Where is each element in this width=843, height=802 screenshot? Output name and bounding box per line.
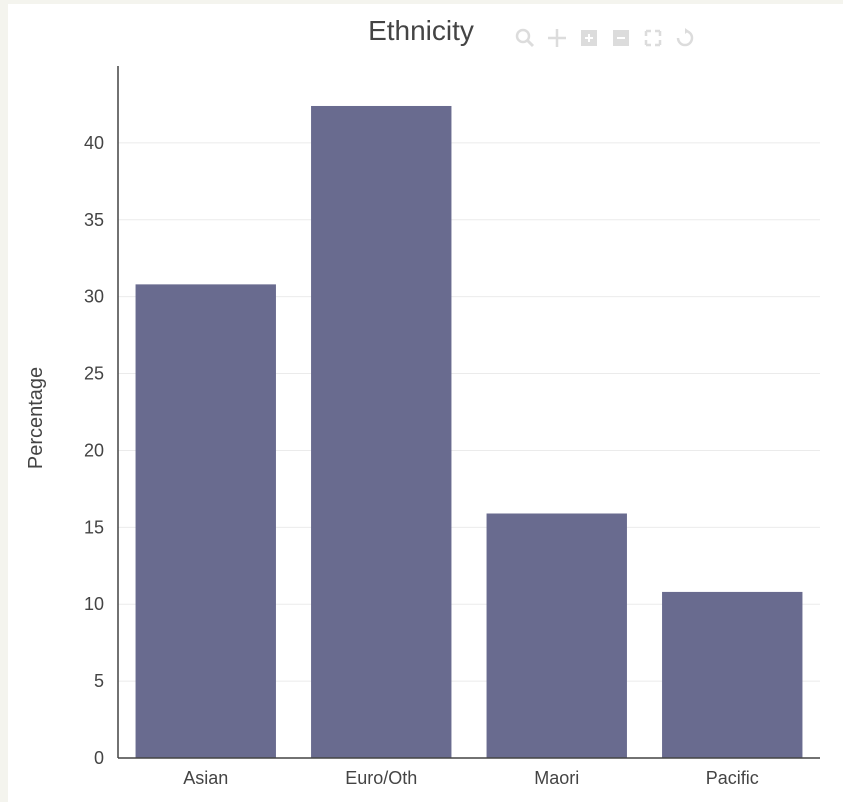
zoom-icon[interactable]	[513, 26, 537, 50]
bar-asian[interactable]	[135, 284, 276, 758]
x-tick-label: Asian	[183, 768, 228, 788]
autoscale-icon[interactable]	[641, 26, 665, 50]
y-tick-label: 20	[84, 440, 104, 460]
x-tick-label: Pacific	[706, 768, 759, 788]
y-tick-label: 35	[84, 210, 104, 230]
y-tick-labels: 0 5 10 15 20 25 30 35 40	[84, 133, 104, 768]
y-tick-label: 0	[94, 748, 104, 768]
plot-toolbar	[513, 26, 697, 50]
y-tick-label: 40	[84, 133, 104, 153]
bars	[135, 105, 803, 758]
zoom-out-icon[interactable]	[609, 26, 633, 50]
y-tick-label: 10	[84, 594, 104, 614]
bar-maori[interactable]	[486, 513, 627, 758]
bar-euro-oth[interactable]	[311, 105, 452, 758]
x-tick-labels: Asian Euro/Oth Maori Pacific	[183, 768, 759, 788]
zoom-in-icon[interactable]	[577, 26, 601, 50]
x-tick-label: Euro/Oth	[345, 768, 417, 788]
axes	[117, 66, 820, 759]
y-axis-label: Percentage	[25, 367, 47, 469]
y-tick-label: 15	[84, 517, 104, 537]
bar-pacific[interactable]	[662, 591, 803, 758]
y-tick-label: 30	[84, 287, 104, 307]
chart-container: Ethnicity Percentage 0 5 10 15 20 25 30 35 40 As…	[8, 4, 843, 802]
y-tick-label: 25	[84, 364, 104, 384]
y-tick-label: 5	[94, 671, 104, 691]
x-tick-label: Maori	[534, 768, 579, 788]
pan-icon[interactable]	[545, 26, 569, 50]
chart-title: Ethnicity	[368, 15, 474, 46]
reset-axes-icon[interactable]	[673, 26, 697, 50]
bar-chart: Ethnicity Percentage 0 5 10 15 20 25 30 35 40 As…	[25, 15, 820, 788]
